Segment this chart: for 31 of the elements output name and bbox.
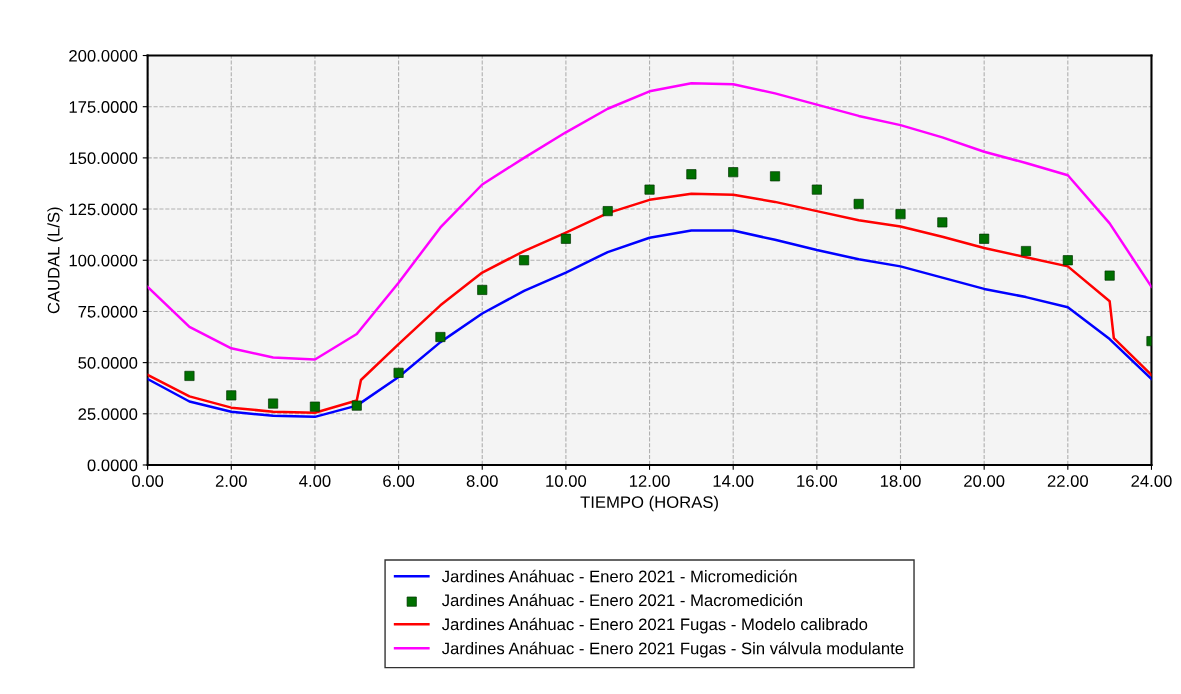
legend-label: Jardines Anáhuac - Enero 2021 Fugas - Sin válvula modulante bbox=[442, 641, 904, 658]
x-tick-label: 18.00 bbox=[880, 475, 921, 487]
y-tick-label: 200.0000 bbox=[69, 49, 138, 62]
line-series bbox=[147, 81, 1152, 361]
legend-label: Jardines Anáhuac - Enero 2021 - Micromedición bbox=[442, 569, 797, 583]
x-tick-label: 8.00 bbox=[466, 475, 498, 487]
x-tick-label: 12.00 bbox=[629, 475, 670, 487]
y-tick-label: 100.0000 bbox=[69, 254, 138, 267]
legend-label: Jardines Anáhuac - Enero 2021 - Macromedición bbox=[442, 593, 802, 607]
y-tick-label: 150.0000 bbox=[69, 152, 138, 165]
x-tick-label: 20.00 bbox=[964, 475, 1005, 487]
y-tick-label: 25.0000 bbox=[78, 408, 138, 420]
x-tick-label: 10.00 bbox=[546, 475, 587, 487]
x-tick-label: 6.00 bbox=[383, 475, 415, 487]
line-series bbox=[147, 229, 1152, 419]
x-tick-label: 0.00 bbox=[132, 475, 164, 487]
legend-label: Jardines Anáhuac - Enero 2021 Fugas - Modelo calibrado bbox=[442, 617, 868, 634]
x-tick-label: 24.00 bbox=[1131, 475, 1172, 487]
y-axis-title: CAUDAL (L/S) bbox=[47, 207, 63, 314]
y-tick-label: 50.0000 bbox=[78, 357, 138, 369]
x-tick-label: 2.00 bbox=[215, 475, 247, 487]
y-tick-label: 75.0000 bbox=[78, 305, 138, 318]
x-tick-label: 4.00 bbox=[299, 475, 331, 487]
x-tick-label: 16.00 bbox=[797, 475, 838, 487]
x-tick-label: 22.00 bbox=[1047, 475, 1089, 487]
x-tick-label: 14.00 bbox=[713, 475, 754, 487]
y-tick-label: 0.0000 bbox=[87, 459, 138, 472]
line-series bbox=[147, 192, 1152, 415]
x-axis-title: TIEMPO (HORAS) bbox=[580, 495, 718, 512]
y-tick-label: 175.0000 bbox=[69, 101, 138, 113]
y-tick-label: 125.0000 bbox=[69, 203, 138, 216]
